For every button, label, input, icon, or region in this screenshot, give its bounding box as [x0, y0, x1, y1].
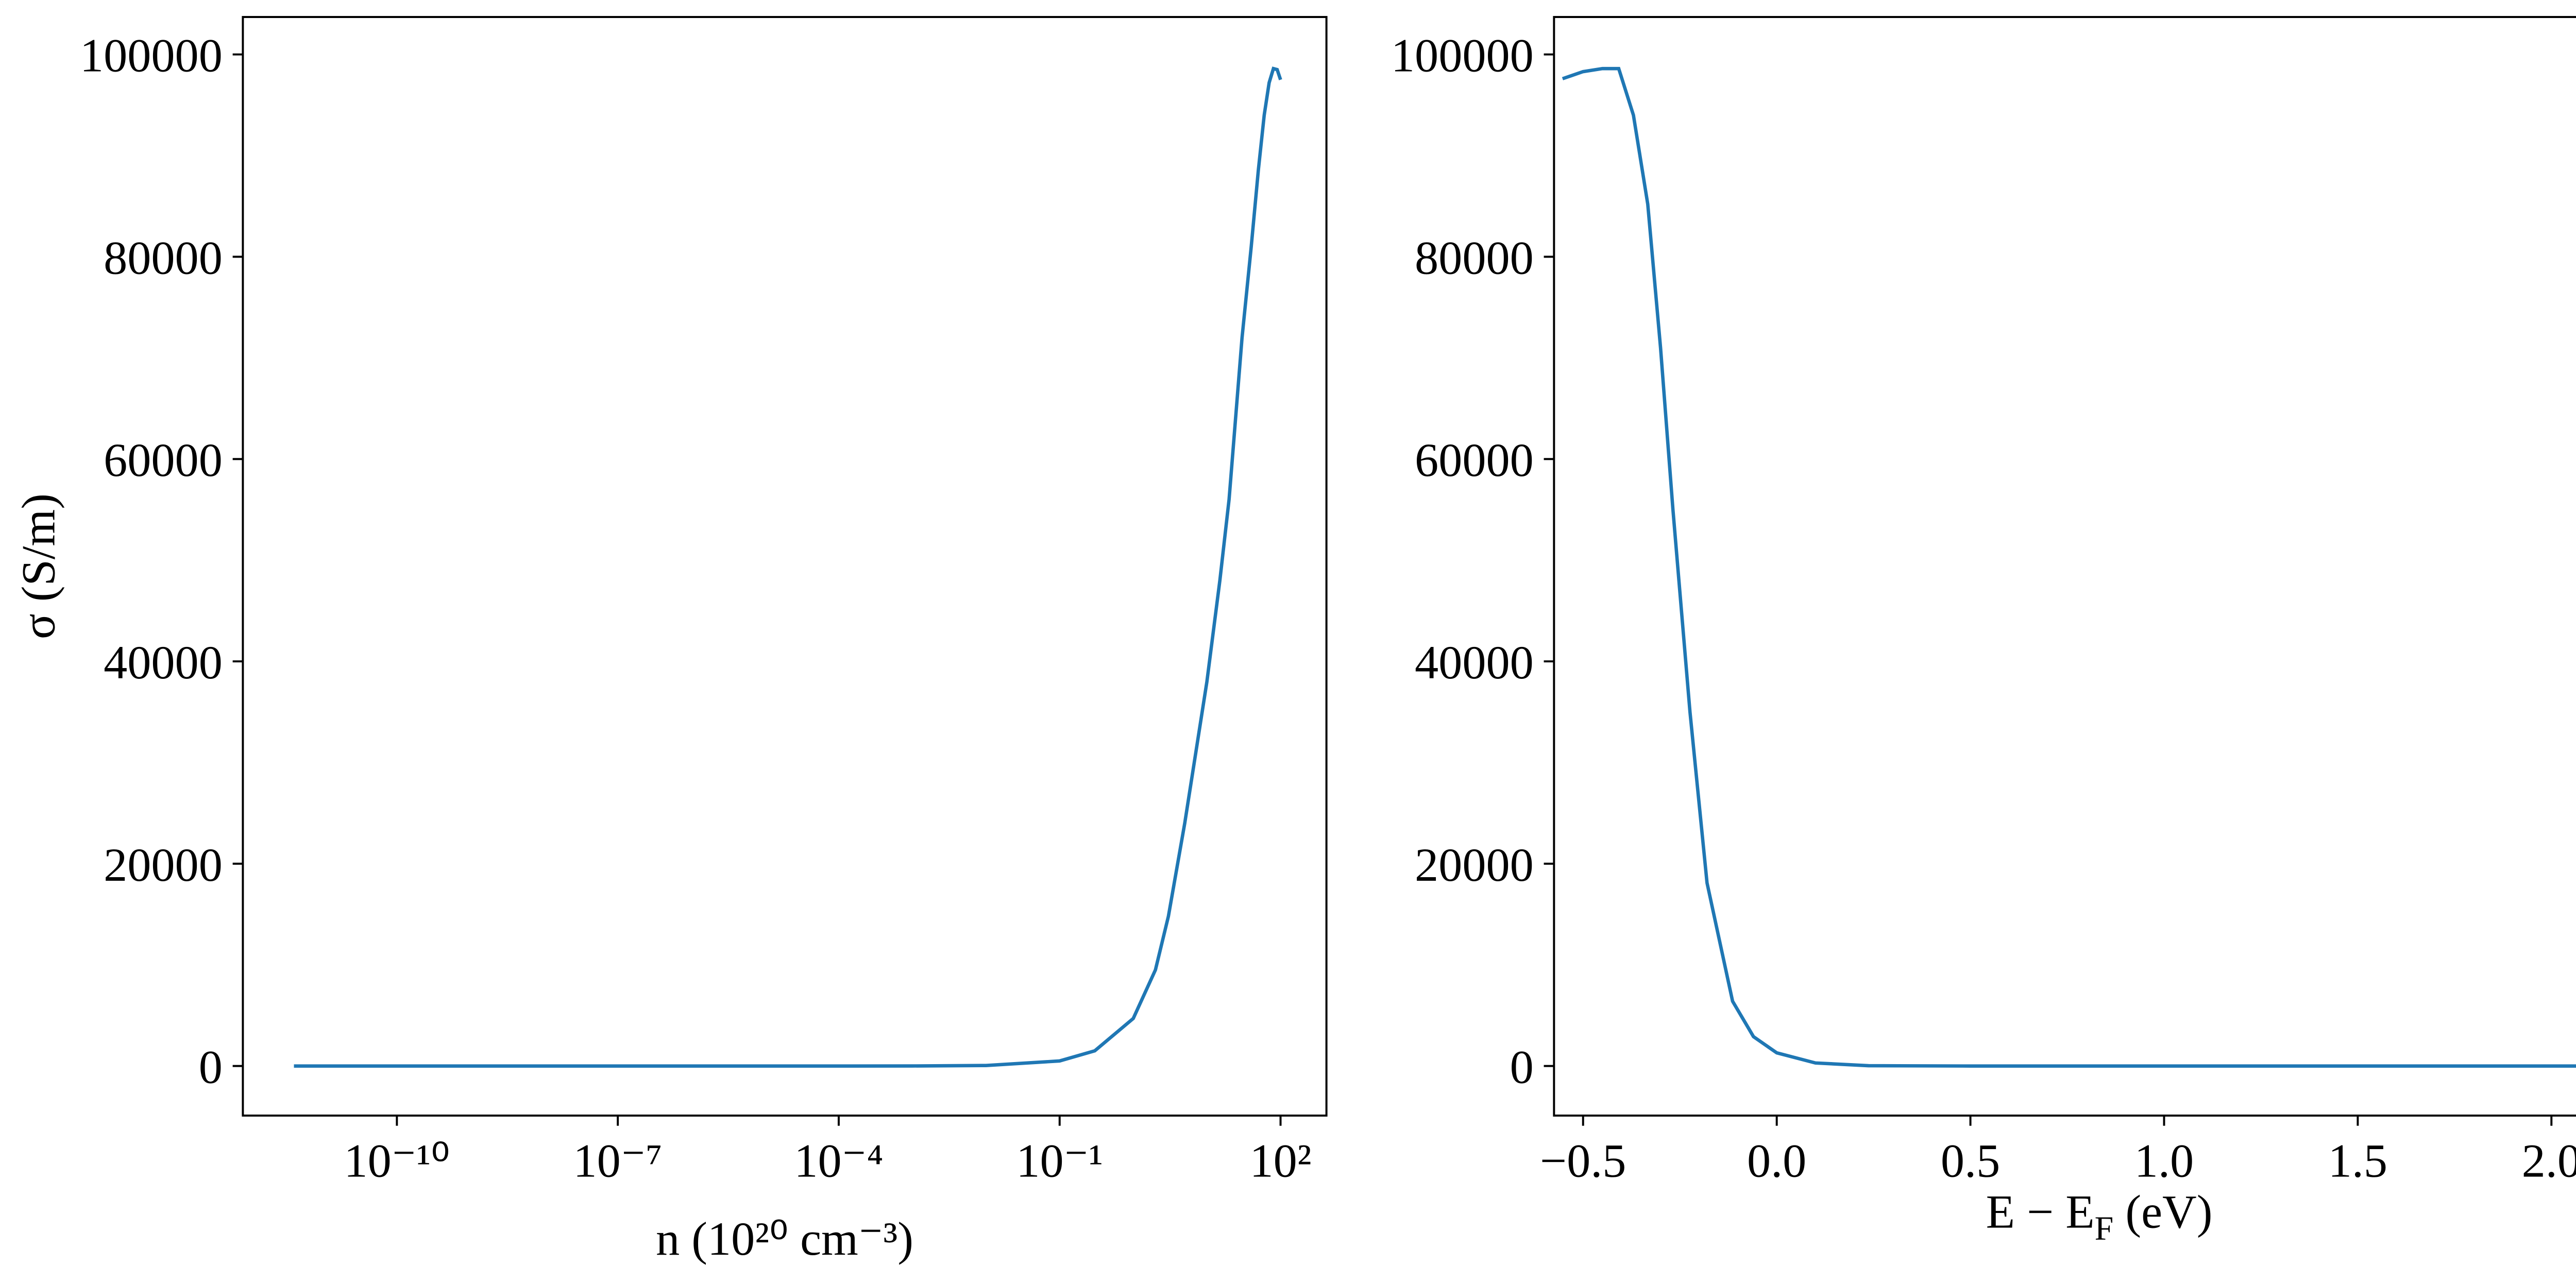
data-line: [294, 66, 1282, 1068]
y-tick-label: 80000: [1415, 231, 1534, 284]
y-tick-label: 40000: [1415, 636, 1534, 689]
x-tick-label: −0.5: [1540, 1135, 1626, 1187]
y-tick-label: 80000: [104, 231, 223, 284]
y-tick-label: 100000: [80, 29, 223, 82]
x-axis-label-part: F: [2095, 1210, 2114, 1247]
x-tick-label: 2.0: [2522, 1135, 2576, 1187]
x-tick-label: 10⁻⁷: [573, 1135, 663, 1187]
x-tick-label: 0.5: [1941, 1135, 2000, 1187]
y-axis-label: σ (S/m): [12, 493, 64, 639]
y-tick-label: 0: [199, 1041, 223, 1093]
x-tick-label: 1.5: [2328, 1135, 2387, 1187]
x-axis-label: n (10²⁰ cm⁻³): [656, 1212, 913, 1265]
y-tick-label: 40000: [104, 636, 223, 689]
plot-frame: [242, 16, 1328, 1117]
x-tick-label: 10⁻⁴: [794, 1135, 883, 1187]
x-tick-label: 10⁻¹: [1016, 1135, 1103, 1187]
x-axis-label-part: (eV): [2113, 1185, 2212, 1238]
x-tick-label: 0.0: [1747, 1135, 1806, 1187]
y-tick-label: 60000: [1415, 434, 1534, 486]
x-axis-label: E − EF (eV): [1986, 1185, 2213, 1247]
x-axis-label-part: E − E: [1986, 1185, 2095, 1238]
y-tick-label: 0: [1510, 1041, 1534, 1093]
y-tick-label: 20000: [104, 839, 223, 891]
data-line: [1562, 66, 2576, 1068]
x-tick-label: 1.0: [2134, 1135, 2194, 1187]
plot-frame: [1553, 16, 2576, 1117]
y-tick-label: 60000: [104, 434, 223, 486]
y-tick-label: 100000: [1391, 29, 1534, 82]
x-tick-label: 10²: [1250, 1135, 1312, 1187]
x-tick-label: 10⁻¹⁰: [344, 1135, 450, 1187]
y-tick-label: 20000: [1415, 839, 1534, 891]
